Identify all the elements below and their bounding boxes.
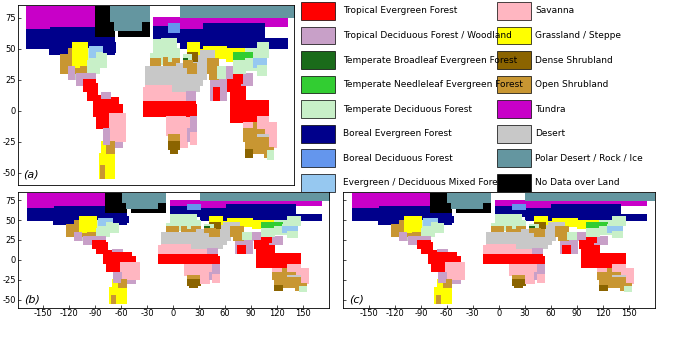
Bar: [302, 51, 335, 69]
Bar: [302, 150, 335, 167]
Bar: [497, 2, 531, 20]
Text: Polar Desert / Rock / Ice: Polar Desert / Rock / Ice: [535, 154, 643, 163]
Text: Temperate Broadleaf Evergreen Forest: Temperate Broadleaf Evergreen Forest: [344, 55, 517, 65]
Text: Boreal Deciduous Forest: Boreal Deciduous Forest: [344, 154, 453, 163]
Text: Evergreen / Deciduous Mixed Forest: Evergreen / Deciduous Mixed Forest: [344, 178, 506, 187]
Bar: [497, 150, 531, 167]
Bar: [497, 100, 531, 118]
Bar: [497, 174, 531, 192]
Bar: [497, 51, 531, 69]
Text: Open Shrubland: Open Shrubland: [535, 80, 608, 89]
Bar: [302, 174, 335, 192]
Text: Tropical Deciduous Forest / Woodland: Tropical Deciduous Forest / Woodland: [344, 31, 512, 40]
Text: (c): (c): [349, 294, 364, 304]
Text: (a): (a): [23, 170, 38, 180]
Bar: [497, 125, 531, 143]
Text: (b): (b): [24, 294, 40, 304]
Bar: [302, 27, 335, 44]
Text: Savanna: Savanna: [535, 6, 574, 15]
Bar: [302, 125, 335, 143]
Text: Tundra: Tundra: [535, 105, 566, 114]
Text: Temperate Needleleaf Evergreen Forest: Temperate Needleleaf Evergreen Forest: [344, 80, 524, 89]
Text: Tropical Evergreen Forest: Tropical Evergreen Forest: [344, 6, 458, 15]
Text: Boreal Evergreen Forest: Boreal Evergreen Forest: [344, 129, 452, 138]
Bar: [497, 76, 531, 94]
Text: Grassland / Steppe: Grassland / Steppe: [535, 31, 621, 40]
Text: No Data over Land: No Data over Land: [535, 178, 620, 187]
Bar: [302, 100, 335, 118]
Text: Desert: Desert: [535, 129, 565, 138]
Bar: [302, 2, 335, 20]
Text: Dense Shrubland: Dense Shrubland: [535, 55, 612, 65]
Bar: [497, 27, 531, 44]
Text: Temperate Deciduous Forest: Temperate Deciduous Forest: [344, 105, 472, 114]
Bar: [302, 76, 335, 94]
